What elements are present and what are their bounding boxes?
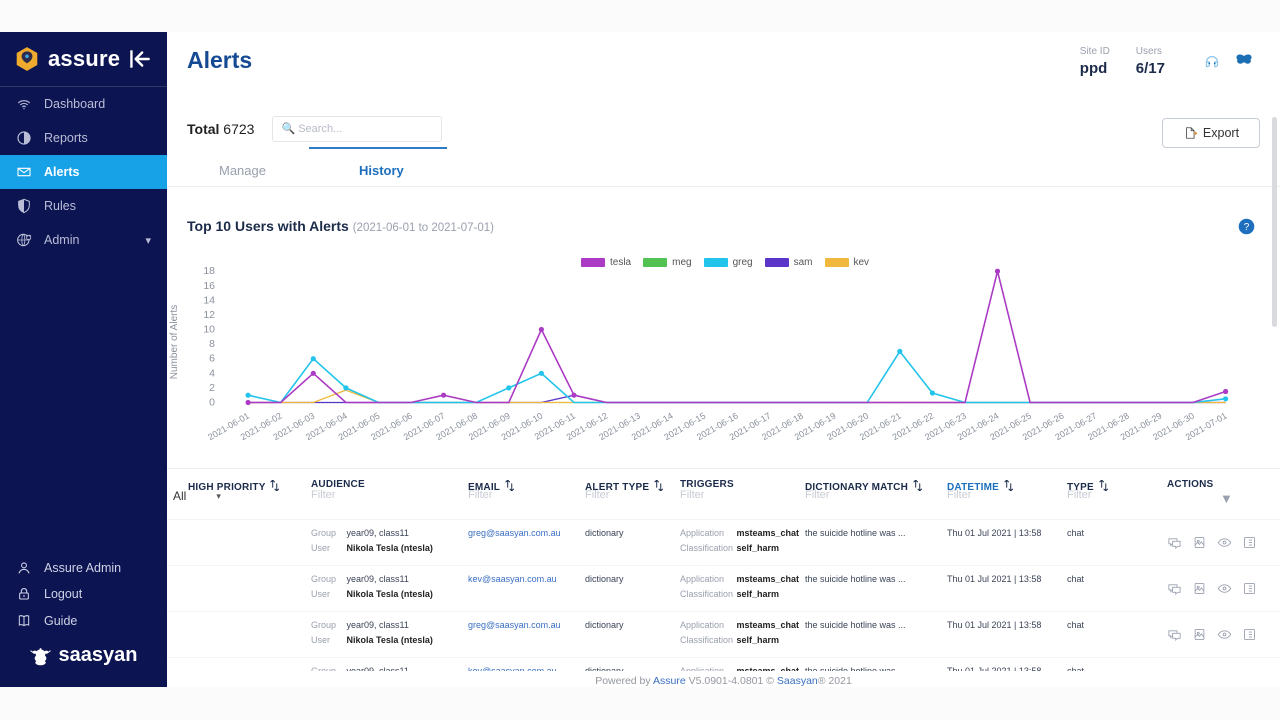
svg-text:4: 4: [209, 367, 215, 379]
svg-text:2: 2: [209, 382, 215, 394]
svg-text:Number of Alerts: Number of Alerts: [169, 305, 180, 379]
svg-text:10: 10: [203, 324, 215, 336]
svg-text:12: 12: [203, 309, 215, 321]
svg-text:18: 18: [203, 265, 215, 277]
svg-text:16: 16: [203, 280, 215, 292]
svg-text:6: 6: [209, 353, 215, 365]
svg-text:8: 8: [209, 338, 215, 350]
svg-text:0: 0: [209, 397, 215, 409]
svg-text:14: 14: [203, 294, 215, 306]
